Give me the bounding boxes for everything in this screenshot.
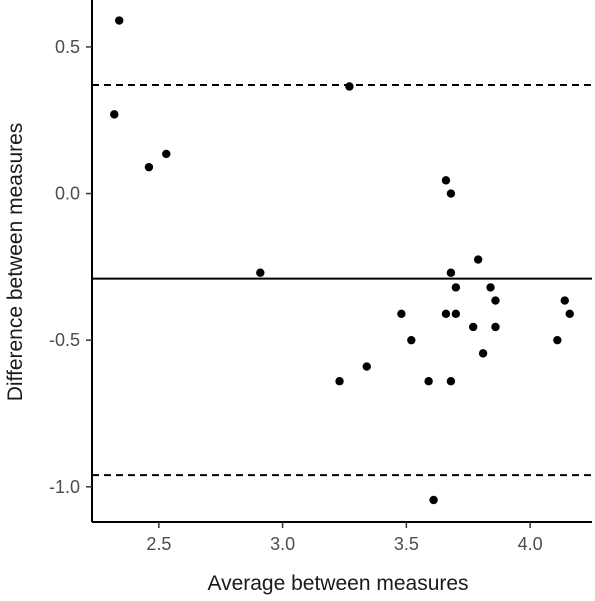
data-point	[491, 322, 500, 332]
x-axis-title: Average between measures	[207, 572, 468, 595]
data-point	[144, 162, 154, 172]
plot-area: 0.5 0.0 -0.5 -1.0 2.5 3.0 3.5 4.0	[49, 0, 592, 554]
data-point	[407, 335, 416, 345]
data-point	[478, 349, 488, 358]
data-point	[473, 255, 483, 264]
data-point	[397, 309, 406, 318]
y-tick-label: 0.0	[55, 184, 80, 204]
data-point	[560, 296, 569, 305]
data-point	[115, 16, 124, 25]
data-point	[565, 309, 574, 318]
data-point	[468, 322, 478, 332]
x-tick-label: 4.0	[518, 534, 543, 554]
x-tick-label: 2.5	[146, 534, 171, 554]
data-point	[162, 149, 171, 159]
x-tick-label: 3.5	[394, 534, 419, 554]
data-point	[441, 309, 451, 318]
data-point	[446, 268, 456, 277]
data-point	[553, 335, 562, 345]
y-tick-label: -1.0	[49, 477, 80, 497]
data-point	[441, 176, 451, 185]
data-point	[424, 377, 433, 386]
data-point	[429, 495, 438, 505]
data-point	[362, 362, 371, 371]
data-point	[451, 283, 461, 292]
data-point	[451, 309, 461, 318]
data-point	[335, 377, 344, 386]
data-point	[446, 189, 456, 198]
y-tick-label: -0.5	[49, 330, 80, 350]
data-point	[486, 283, 495, 292]
data-point	[345, 82, 354, 91]
data-point	[256, 268, 265, 277]
data-point	[110, 110, 119, 119]
y-axis-title: Difference between measures	[4, 123, 27, 402]
x-tick-label: 3.0	[270, 534, 295, 554]
data-point	[491, 296, 500, 305]
data-point	[446, 377, 456, 386]
y-tick-label: 0.5	[55, 37, 80, 57]
